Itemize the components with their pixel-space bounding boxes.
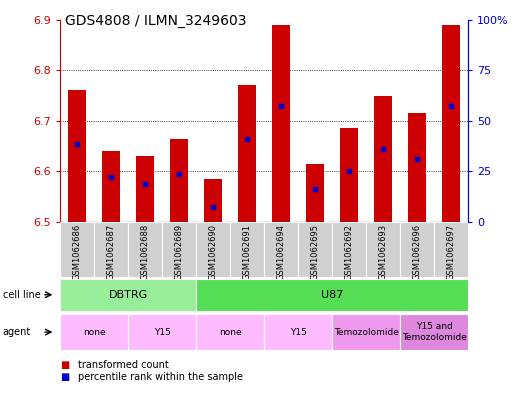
- Text: ■: ■: [60, 360, 70, 371]
- Text: U87: U87: [321, 290, 343, 300]
- Bar: [204, 179, 222, 222]
- Text: none: none: [83, 328, 106, 336]
- Bar: [442, 25, 460, 222]
- Bar: [128, 314, 196, 350]
- Bar: [162, 222, 196, 277]
- Bar: [408, 113, 426, 222]
- Bar: [230, 222, 264, 277]
- Bar: [238, 85, 256, 222]
- Text: GSM1062690: GSM1062690: [209, 224, 218, 280]
- Text: GSM1062692: GSM1062692: [345, 224, 354, 280]
- Bar: [400, 222, 434, 277]
- Bar: [400, 314, 468, 350]
- Text: transformed count: transformed count: [78, 360, 169, 371]
- Bar: [94, 222, 128, 277]
- Bar: [306, 164, 324, 222]
- Text: Temozolomide: Temozolomide: [334, 328, 399, 336]
- Text: Y15: Y15: [154, 328, 170, 336]
- Bar: [374, 95, 392, 222]
- Bar: [332, 222, 366, 277]
- Text: GSM1062687: GSM1062687: [107, 224, 116, 280]
- Bar: [196, 314, 264, 350]
- Bar: [298, 222, 332, 277]
- Bar: [434, 222, 468, 277]
- Text: GSM1062691: GSM1062691: [243, 224, 252, 280]
- Text: GDS4808 / ILMN_3249603: GDS4808 / ILMN_3249603: [65, 14, 247, 28]
- Text: ■: ■: [60, 372, 70, 382]
- Bar: [264, 222, 298, 277]
- Bar: [196, 222, 230, 277]
- Text: GSM1062695: GSM1062695: [311, 224, 320, 280]
- Text: GSM1062693: GSM1062693: [379, 224, 388, 280]
- Bar: [128, 222, 162, 277]
- Bar: [272, 25, 290, 222]
- Bar: [68, 90, 86, 222]
- Bar: [136, 156, 154, 222]
- Text: percentile rank within the sample: percentile rank within the sample: [78, 372, 243, 382]
- Text: none: none: [219, 328, 242, 336]
- Text: DBTRG: DBTRG: [108, 290, 148, 300]
- Bar: [60, 279, 196, 310]
- Bar: [102, 151, 120, 222]
- Text: Y15: Y15: [290, 328, 306, 336]
- Text: GSM1062688: GSM1062688: [141, 224, 150, 280]
- Bar: [366, 222, 400, 277]
- Text: Y15 and
Temozolomide: Y15 and Temozolomide: [402, 322, 467, 342]
- Bar: [264, 314, 332, 350]
- Text: agent: agent: [3, 327, 31, 337]
- Bar: [60, 314, 128, 350]
- Text: GSM1062694: GSM1062694: [277, 224, 286, 280]
- Text: GSM1062689: GSM1062689: [175, 224, 184, 280]
- Text: GSM1062697: GSM1062697: [447, 224, 456, 280]
- Text: GSM1062696: GSM1062696: [413, 224, 422, 280]
- Bar: [332, 314, 400, 350]
- Text: GSM1062686: GSM1062686: [73, 224, 82, 280]
- Bar: [196, 279, 468, 310]
- Bar: [60, 222, 94, 277]
- Bar: [170, 139, 188, 222]
- Bar: [340, 129, 358, 222]
- Text: cell line: cell line: [3, 290, 40, 300]
